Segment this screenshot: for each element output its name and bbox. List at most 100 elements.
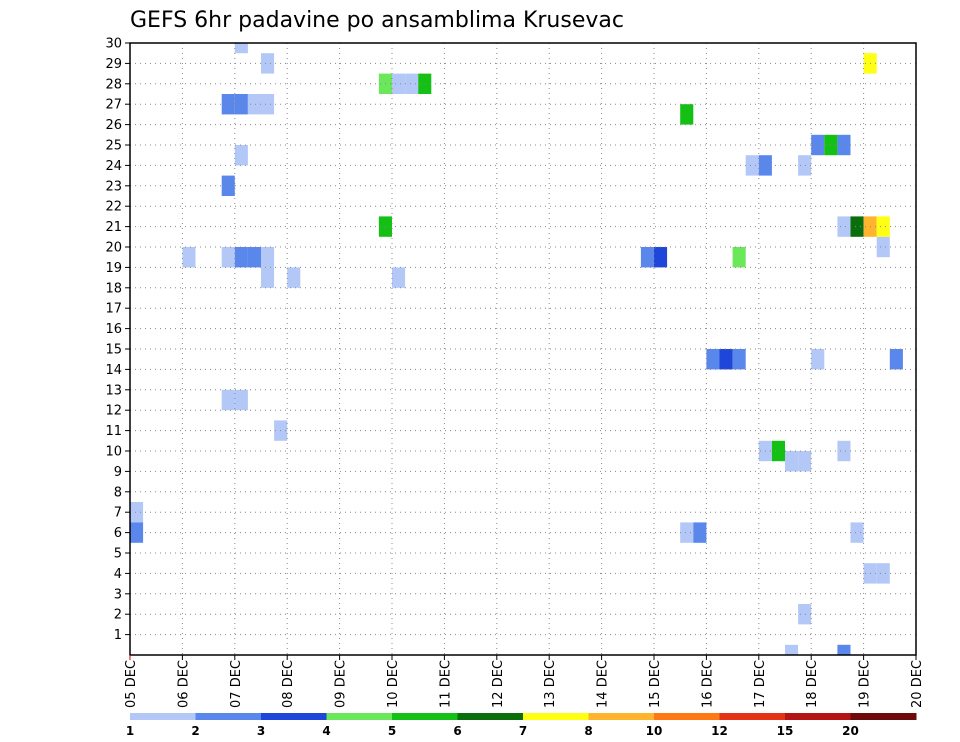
x-tick-label: 18 DEC: [805, 660, 820, 708]
heatmap-cell: [837, 134, 851, 156]
heatmap-cell: [182, 247, 196, 268]
y-tick-label: 26: [105, 118, 122, 133]
heatmap-cell: [745, 155, 759, 176]
y-tick-label: 25: [105, 139, 122, 154]
colorbar-swatch: [261, 713, 327, 720]
heatmap-cell: [732, 349, 746, 370]
plot-frame: [129, 42, 917, 656]
x-tick-label: 16 DEC: [700, 660, 715, 708]
heatmap-cell: [234, 247, 248, 268]
colorbar-label: 5: [388, 724, 396, 738]
y-tick-label: 16: [105, 322, 122, 337]
colorbar: 1 2 3 4 5 6 7 8 10 12 15 20: [126, 713, 917, 738]
heatmap-cell: [261, 267, 275, 288]
x-tick-label: 06 DEC: [176, 660, 191, 708]
heatmap-cell: [850, 522, 864, 543]
heatmap-cell: [221, 94, 235, 115]
x-tick-label: 12 DEC: [491, 660, 506, 708]
x-tick-label: 08 DEC: [281, 660, 296, 708]
x-tick-label: 13 DEC: [543, 660, 558, 708]
y-tick-label: 9: [114, 465, 122, 480]
colorbar-swatch: [719, 713, 786, 720]
heatmap-cell: [850, 216, 864, 237]
x-axis: 05 DEC 06 DEC 07 DEC 08 DEC 09 DEC 10 DEC 11 D…: [124, 655, 925, 708]
heatmap-cell: [798, 155, 812, 176]
heatmap-cell: [837, 216, 851, 237]
colorbar-swatch: [785, 713, 851, 720]
heatmap-cell: [811, 349, 825, 370]
x-tick-label: 19 DEC: [858, 660, 873, 708]
colorbar-swatch: [523, 713, 589, 720]
colorbar-label: 7: [519, 724, 527, 738]
colorbar-label: 3: [257, 724, 265, 738]
heatmap-cell: [680, 522, 694, 543]
y-tick-label: 28: [105, 77, 122, 92]
heatmap-cell: [130, 502, 144, 523]
heatmap-cell: [876, 236, 890, 258]
heatmap-cell: [732, 247, 746, 268]
heatmap-cell: [693, 522, 707, 543]
y-tick-label: 18: [105, 281, 122, 296]
y-tick-label: 29: [105, 57, 122, 72]
heatmap-cell: [798, 451, 812, 472]
colorbar-swatch: [588, 713, 655, 720]
heatmap-cell: [392, 73, 406, 94]
x-tick-label: 10 DEC: [386, 660, 401, 708]
y-tick-label: 15: [105, 343, 122, 358]
colorbar-swatch: [392, 713, 458, 720]
y-tick-label: 13: [105, 383, 122, 398]
y-tick-label: 4: [114, 567, 122, 582]
heatmap-cell: [234, 145, 248, 166]
colorbar-label: 6: [453, 724, 461, 738]
colorbar-label: 1: [126, 724, 134, 738]
y-tick-label: 8: [114, 485, 122, 500]
y-tick-label: 6: [114, 526, 122, 541]
colorbar-label: 10: [646, 724, 663, 738]
y-axis: 1234567891011121314151617181920212223242…: [105, 37, 130, 643]
y-tick-label: 23: [105, 179, 122, 194]
colorbar-swatch: [195, 713, 262, 720]
y-tick-label: 2: [114, 608, 122, 623]
heatmap-cell: [837, 644, 851, 655]
y-tick-label: 27: [105, 98, 122, 113]
heatmap-cell: [771, 440, 785, 462]
heatmap-cell: [785, 644, 799, 655]
y-tick-label: 10: [105, 445, 122, 460]
y-tick-label: 12: [105, 404, 122, 419]
x-tick-label: 07 DEC: [229, 660, 244, 708]
x-tick-label: 09 DEC: [334, 660, 349, 708]
y-tick-label: 5: [114, 547, 122, 562]
x-tick-label: 15 DEC: [648, 660, 663, 708]
y-tick-label: 22: [105, 200, 122, 215]
y-tick-label: 21: [105, 220, 122, 235]
y-tick-label: 14: [105, 363, 122, 378]
heatmap-cell: [889, 349, 903, 370]
heatmap-cell: [261, 53, 275, 74]
heatmap-cell: [405, 73, 419, 94]
heatmap-cell: [130, 522, 144, 543]
heatmap-cell: [221, 175, 235, 196]
y-tick-label: 1: [114, 628, 122, 643]
x-tick-label: 17 DEC: [753, 660, 768, 708]
heatmap-cell: [837, 440, 851, 462]
heatmap-cell: [234, 94, 248, 115]
heatmap-cell: [261, 247, 275, 268]
colorbar-swatch: [326, 713, 393, 720]
x-tick-label: 11 DEC: [438, 660, 453, 708]
y-tick-label: 3: [114, 587, 122, 602]
x-tick-label: 14 DEC: [596, 660, 611, 708]
heatmap-cell: [247, 94, 261, 115]
colorbar-label: 4: [322, 724, 330, 738]
y-tick-label: 17: [105, 302, 122, 317]
heatmap-cell: [234, 389, 248, 411]
y-tick-label: 24: [105, 159, 122, 174]
grid-lines: [130, 42, 916, 655]
colorbar-label: 2: [191, 724, 199, 738]
y-tick-label: 20: [105, 241, 122, 256]
heatmap-cell: [798, 604, 812, 625]
heatmap-cell: [654, 247, 668, 268]
colorbar-label: 8: [584, 724, 592, 738]
colorbar-swatch: [850, 713, 917, 720]
heatmap-cell: [785, 451, 799, 472]
